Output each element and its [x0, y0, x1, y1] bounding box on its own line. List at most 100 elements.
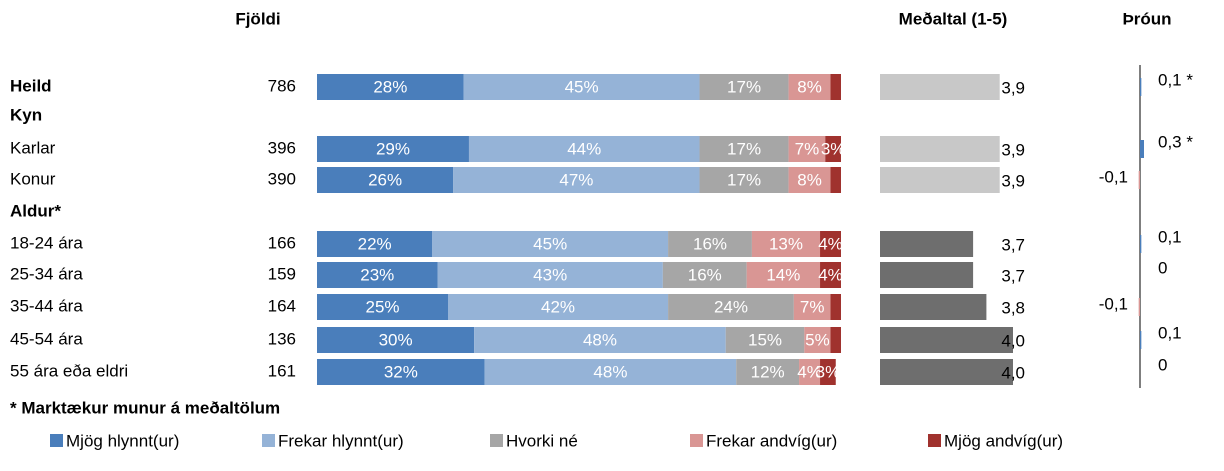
legend-swatch: [690, 434, 703, 447]
data-label: 3%: [816, 362, 841, 381]
legend-label: Mjög hlynnt(ur): [66, 431, 179, 450]
mean-label: 4,0: [1001, 363, 1025, 382]
data-label: 43%: [533, 265, 567, 284]
data-label: 48%: [583, 330, 617, 349]
trend-label: 0,1: [1158, 323, 1182, 342]
data-label: 4%: [818, 265, 843, 284]
data-label: 29%: [376, 139, 410, 158]
row-label: Aldur*: [10, 201, 61, 220]
data-label: 17%: [727, 77, 761, 96]
row-label: 45-54 ára: [10, 329, 83, 348]
count: 161: [268, 361, 296, 380]
trend-header: Þróun: [1122, 9, 1171, 28]
row-label: Kyn: [10, 105, 42, 124]
bar-segment: [830, 294, 841, 320]
trend-bar: [1140, 140, 1144, 158]
mean-bar: [880, 74, 1000, 100]
trend-bar: [1140, 235, 1142, 253]
mean-label: 3,7: [1001, 266, 1025, 285]
trend-label: 0: [1158, 258, 1167, 277]
data-label: 22%: [358, 234, 392, 253]
bar-segment: [453, 167, 700, 193]
mean-label: 3,7: [1001, 235, 1025, 254]
data-label: 4%: [797, 362, 822, 381]
row-label: Konur: [10, 169, 56, 188]
bar-segment: [830, 327, 841, 353]
data-label: 13%: [769, 234, 803, 253]
row-label: Heild: [10, 76, 52, 95]
bar-segment: [448, 294, 669, 320]
bar-segment: [830, 167, 841, 193]
trend-bar: [1138, 171, 1140, 189]
bar-segment: [468, 136, 700, 162]
trend-bar: [1140, 331, 1142, 349]
count-header: Fjöldi: [235, 9, 280, 28]
data-label: 30%: [379, 330, 413, 349]
mean-bar: [880, 136, 1000, 162]
data-label: 45%: [565, 77, 599, 96]
data-label: 32%: [384, 362, 418, 381]
trend-bar: [1138, 298, 1140, 316]
legend-label: Frekar hlynnt(ur): [278, 431, 404, 450]
bar-segment: [484, 359, 737, 385]
legend-swatch: [928, 434, 941, 447]
bar-segment: [317, 359, 485, 385]
trend-label: 0,1: [1158, 227, 1182, 246]
mean-label: 4,0: [1001, 331, 1025, 350]
data-label: 5%: [805, 330, 830, 349]
bar-segment: [793, 294, 831, 320]
legend-label: Frekar andvíg(ur): [706, 431, 837, 450]
data-label: 44%: [567, 139, 601, 158]
mean-bar: [880, 231, 974, 257]
row-label: 55 ára eða eldri: [10, 361, 128, 380]
count: 396: [268, 138, 296, 157]
legend-swatch: [50, 434, 63, 447]
bar-segment: [317, 294, 448, 320]
data-label: 7%: [795, 139, 820, 158]
legend-label: Mjög andvíg(ur): [944, 431, 1063, 450]
count: 136: [268, 329, 296, 348]
bar-segment: [432, 231, 669, 257]
count: 164: [268, 296, 296, 315]
trend-label: 0,3 *: [1158, 132, 1193, 151]
data-label: 24%: [714, 297, 748, 316]
bar-segment: [820, 262, 841, 288]
mean-bar: [880, 167, 1000, 193]
footnote: * Marktækur munur á meðaltölum: [10, 398, 280, 417]
count: 390: [268, 169, 296, 188]
bar-segment: [317, 262, 438, 288]
mean-bar: [880, 294, 987, 320]
mean-header: Meðaltal (1-5): [899, 9, 1008, 28]
mean-bar: [880, 327, 1013, 353]
bar-segment: [317, 74, 464, 100]
row-label: 35-44 ára: [10, 296, 83, 315]
data-label: 3%: [821, 139, 846, 158]
trend-label: -0,1: [1099, 167, 1128, 186]
data-label: 17%: [727, 139, 761, 158]
bar-segment: [820, 359, 836, 385]
trend-label: 0,1 *: [1158, 70, 1193, 89]
legend-label: Hvorki né: [506, 431, 578, 450]
trend-label: 0: [1158, 355, 1167, 374]
mean-label: 3,9: [1001, 78, 1025, 97]
data-label: 14%: [766, 265, 800, 284]
bar-segment: [437, 262, 663, 288]
data-label: 45%: [533, 234, 567, 253]
bar-segment: [788, 136, 826, 162]
bar-segment: [463, 74, 700, 100]
bar-segment: [751, 231, 821, 257]
data-label: 12%: [751, 362, 785, 381]
bar-segment: [804, 327, 831, 353]
data-label: 4%: [818, 234, 843, 253]
bar-segment: [788, 167, 831, 193]
data-label: 16%: [693, 234, 727, 253]
row-label: 18-24 ára: [10, 233, 83, 252]
data-label: 23%: [360, 265, 394, 284]
count: 159: [268, 264, 296, 283]
mean-label: 3,9: [1001, 171, 1025, 190]
data-label: 26%: [368, 170, 402, 189]
bar-segment: [317, 327, 475, 353]
data-label: 8%: [797, 170, 822, 189]
mean-label: 3,9: [1001, 140, 1025, 159]
